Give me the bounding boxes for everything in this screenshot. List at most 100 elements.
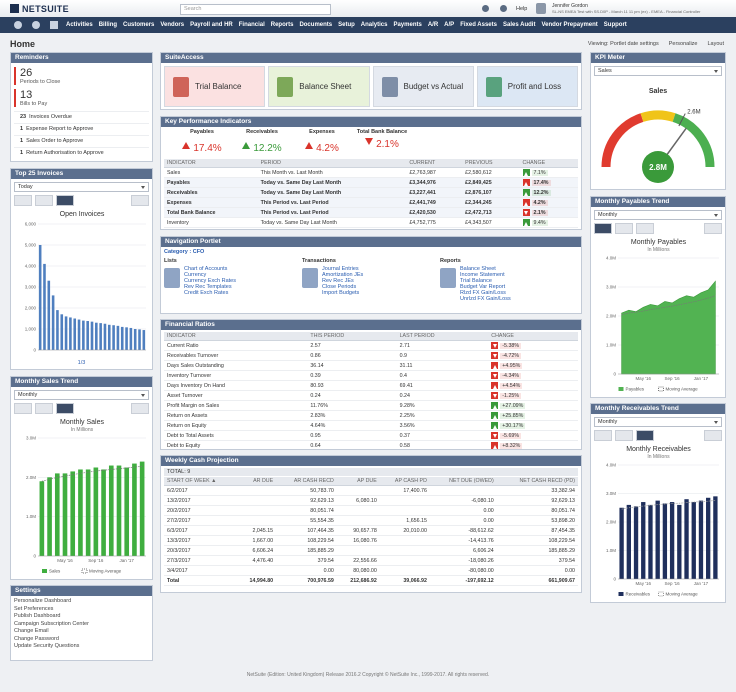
column-header: START OF WEEK ▲ bbox=[164, 477, 238, 486]
nav-link[interactable]: Close Periods bbox=[322, 284, 357, 290]
suite-tile[interactable]: Budget vs Actual bbox=[372, 66, 474, 107]
nav-link[interactable]: Unrlzd FX Gain/Loss bbox=[460, 296, 511, 302]
table-row: 13/2/2017 92,629.13 6,080.10 -6,080.10 92,62… bbox=[164, 495, 578, 506]
settings-link[interactable]: Personalize Dashboard bbox=[14, 598, 72, 604]
suite-tile[interactable]: Profit and Loss bbox=[476, 66, 578, 107]
nav-link[interactable]: Rev Rec Templates bbox=[184, 284, 232, 290]
help-link[interactable]: Help bbox=[516, 6, 528, 12]
nav-item[interactable]: Fixed Assets bbox=[460, 22, 497, 28]
reminder-item[interactable]: 23 Invoices Overdue bbox=[14, 111, 149, 123]
column-header: AR DUE bbox=[237, 477, 277, 486]
suite-tile[interactable]: Trial Balance bbox=[164, 66, 266, 107]
nav-icon[interactable] bbox=[14, 21, 22, 29]
reminder-highlight[interactable]: 26 Periods to Close bbox=[14, 67, 149, 85]
dropdown[interactable]: Monthly bbox=[14, 390, 149, 400]
page-control[interactable]: Personalize bbox=[668, 41, 698, 47]
chart-type-icon[interactable] bbox=[131, 403, 149, 414]
cell: 3.56% bbox=[396, 420, 489, 431]
dropdown[interactable]: Monthly bbox=[594, 417, 722, 427]
settings-link[interactable]: Update Security Questions bbox=[14, 643, 80, 649]
y-tick-label: 3.0M bbox=[606, 285, 616, 290]
nav-item[interactable]: Activities bbox=[66, 22, 93, 28]
nav-item[interactable]: Payments bbox=[393, 22, 422, 28]
chart-type-icon[interactable] bbox=[615, 223, 633, 234]
reminder-item[interactable]: 1 Expense Report to Approve bbox=[14, 123, 149, 135]
gauge-value: 2.8M bbox=[649, 163, 667, 172]
settings-link[interactable]: Publish Dashboard bbox=[14, 613, 61, 619]
reminder-item[interactable]: 1 Sales Order to Approve bbox=[14, 135, 149, 147]
nav-link[interactable]: Balance Sheet bbox=[460, 266, 496, 272]
nav-link[interactable]: Currency Exch Rates bbox=[184, 278, 236, 284]
search-box[interactable]: Search bbox=[180, 4, 331, 15]
chart-type-icon[interactable] bbox=[594, 430, 612, 441]
chart-type-icon[interactable] bbox=[615, 430, 633, 441]
chart-type-icon[interactable] bbox=[636, 223, 654, 234]
total-cell: -197,692.12 bbox=[429, 575, 497, 586]
page-control[interactable]: Viewing: Portlet date settings bbox=[587, 41, 659, 47]
kpi-arrow bbox=[365, 138, 374, 149]
legend-swatch bbox=[658, 386, 664, 392]
nav-item[interactable]: Analytics bbox=[360, 22, 388, 28]
nav-link[interactable]: Import Budgets bbox=[322, 290, 360, 296]
table-row: 20/2/2017 80,051.74 0.00 80,051.74 bbox=[164, 505, 578, 516]
nav-item[interactable]: Sales Audit bbox=[502, 22, 536, 28]
chart-type-icon[interactable] bbox=[35, 195, 53, 206]
chart-type-icon[interactable] bbox=[131, 195, 149, 206]
cell: Today vs. Same Day Last Month bbox=[257, 177, 407, 188]
nav-item[interactable]: Documents bbox=[299, 22, 333, 28]
page-control[interactable]: Layout bbox=[707, 41, 724, 47]
settings-link[interactable]: Set Preferences bbox=[14, 605, 54, 612]
nav-link[interactable]: Income Statement bbox=[460, 272, 505, 278]
settings-link[interactable]: Change Password bbox=[14, 635, 59, 642]
table-row: Return on Equity 4.64% 3.56% +30.17% bbox=[164, 420, 578, 431]
nav-icon[interactable] bbox=[32, 21, 40, 29]
chart-type-icon[interactable] bbox=[56, 195, 74, 206]
dropdown[interactable]: Today bbox=[14, 182, 149, 192]
chart-type-icon[interactable] bbox=[704, 430, 722, 441]
header-icon[interactable] bbox=[500, 5, 507, 12]
dropdown[interactable]: Monthly bbox=[594, 210, 722, 220]
y-tick-label: 0 bbox=[33, 348, 36, 353]
settings-link[interactable]: Change Email bbox=[14, 628, 49, 634]
nav-item[interactable]: A/P bbox=[444, 22, 455, 28]
nav-link[interactable]: Currency bbox=[184, 272, 207, 278]
nav-item[interactable]: Customers bbox=[123, 22, 155, 28]
change-value: 2.1% bbox=[531, 209, 548, 216]
tile-icon bbox=[381, 76, 398, 97]
chart-type-icon[interactable] bbox=[14, 195, 32, 206]
nav-item[interactable]: Vendor Prepayment bbox=[541, 22, 598, 28]
settings-link[interactable]: Campaign Subscription Center bbox=[14, 620, 89, 627]
header-icon[interactable] bbox=[482, 5, 489, 12]
chart-type-icon[interactable] bbox=[35, 403, 53, 414]
chart-type-icon[interactable] bbox=[636, 430, 654, 441]
chart-type-icon[interactable] bbox=[704, 223, 722, 234]
nav-item[interactable]: Payroll and HR bbox=[190, 22, 233, 28]
nav-link[interactable]: Rlzd FX Gain/Loss bbox=[460, 290, 506, 296]
nav-link[interactable]: Chart of Accounts bbox=[184, 266, 228, 272]
nav-link[interactable]: Trial Balance bbox=[460, 278, 492, 284]
nav-item[interactable]: Support bbox=[603, 22, 627, 28]
nav-item[interactable]: Vendors bbox=[160, 22, 185, 28]
nav-item[interactable]: Reports bbox=[270, 22, 294, 28]
dropdown[interactable]: Sales bbox=[594, 66, 722, 76]
nav-item[interactable]: Billing bbox=[98, 22, 118, 28]
bar bbox=[669, 502, 675, 579]
nav-link[interactable]: Journal Entries bbox=[322, 266, 359, 272]
nav-item[interactable]: Setup bbox=[338, 22, 355, 28]
portlet-body: Trial Balance Balance Sheet Budget vs Actu… bbox=[161, 63, 581, 109]
nav-link[interactable]: Budget Var Report bbox=[460, 284, 506, 290]
chart-type-icon[interactable] bbox=[14, 403, 32, 414]
pager[interactable]: 1/3 bbox=[77, 360, 86, 366]
nav-link[interactable]: Credit Exch Rates bbox=[184, 290, 229, 296]
chart-type-icon[interactable] bbox=[594, 223, 612, 234]
suite-tile[interactable]: Balance Sheet bbox=[268, 66, 370, 107]
nav-icon[interactable] bbox=[50, 21, 58, 29]
chart-type-icon[interactable] bbox=[56, 403, 74, 414]
kpi-arrow bbox=[305, 138, 314, 149]
nav-link[interactable]: Rev Rec JEs bbox=[322, 278, 354, 284]
reminder-item[interactable]: 1 Return Authorisation to Approve bbox=[14, 147, 149, 159]
nav-item[interactable]: A/R bbox=[427, 22, 439, 28]
reminder-highlight[interactable]: 13 Bills to Pay bbox=[14, 89, 149, 107]
nav-link[interactable]: Amortization JEs bbox=[322, 272, 364, 278]
nav-item[interactable]: Financial bbox=[238, 22, 265, 28]
